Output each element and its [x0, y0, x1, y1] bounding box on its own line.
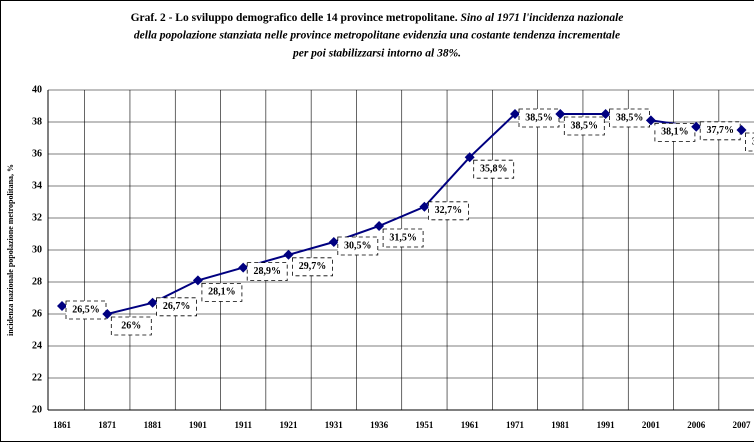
x-tick-label: 1901: [189, 420, 208, 430]
x-tick-label: 1936: [370, 420, 389, 430]
data-label: 26,5%: [65, 300, 107, 320]
y-tick-label: 20: [32, 404, 42, 415]
label-box: [337, 236, 379, 256]
data-label: 38,5%: [518, 108, 560, 128]
data-label: 37,7%: [699, 121, 741, 141]
label-box: [201, 282, 243, 302]
y-tick-label: 40: [32, 84, 42, 95]
marker: [555, 109, 566, 119]
y-tick-label: 38: [32, 116, 42, 127]
data-label-text: 37,5%: [752, 136, 754, 147]
data-label-text: 37,7%: [706, 125, 734, 136]
marker: [374, 221, 385, 231]
data-label-text: 38,5%: [571, 120, 599, 131]
marker: [691, 121, 702, 132]
label-box: [110, 316, 152, 336]
data-label-text: 38,5%: [616, 112, 644, 123]
x-tick-label: 2006: [687, 420, 706, 430]
data-label: 38,5%: [563, 116, 605, 136]
data-label: 26%: [110, 316, 152, 336]
x-tick-label: 1921: [280, 420, 299, 430]
y-tick-label: 22: [32, 372, 42, 383]
marker: [736, 125, 747, 135]
y-tick-label: 26: [32, 308, 42, 319]
label-box: [563, 116, 605, 136]
x-tick-label: 1871: [98, 420, 117, 430]
y-tick-label: 34: [32, 180, 42, 191]
x-tick-label: 1881: [144, 420, 163, 430]
data-label-text: 30,5%: [344, 240, 372, 251]
x-tick-label: 1991: [597, 420, 616, 430]
y-tick-label: 30: [32, 244, 42, 255]
label-box: [246, 262, 288, 282]
marker: [102, 309, 113, 319]
label-box: [65, 300, 107, 320]
marker: [600, 109, 611, 119]
data-label: 35,8%: [473, 159, 515, 179]
data-label: 31,5%: [382, 228, 424, 248]
label-box: [745, 132, 754, 152]
marker: [283, 249, 294, 260]
data-label-text: 29,7%: [299, 261, 327, 272]
label-box: [473, 159, 515, 179]
data-label: 30,5%: [337, 236, 379, 256]
data-label: 32,7%: [427, 201, 469, 221]
data-label: 38,1%: [654, 123, 696, 142]
data-label-text: 31,5%: [389, 232, 417, 243]
subtitle: della popolazione stanziata nelle provin…: [134, 30, 620, 42]
x-tick-label: 1951: [415, 420, 434, 430]
marker: [147, 297, 158, 308]
x-tick-label: 1861: [53, 420, 72, 430]
data-label: 28,1%: [201, 282, 243, 302]
marker: [57, 301, 67, 311]
x-tick-label: 1911: [234, 420, 252, 430]
data-label-text: 38,1%: [661, 127, 689, 138]
x-tick-label: 1931: [325, 420, 344, 430]
x-tick-label: 2001: [642, 420, 661, 430]
x-tick-label: 2007: [733, 420, 752, 430]
data-label-text: 28,9%: [253, 266, 281, 277]
label-box: [654, 123, 696, 142]
x-tick-label: 1981: [551, 420, 570, 430]
data-label: 26,7%: [156, 297, 198, 317]
y-tick-label: 28: [32, 276, 42, 287]
data-label: 29,7%: [292, 257, 333, 277]
label-box: [382, 228, 424, 248]
title-line: Graf. 2 - Lo sviluppo demografico delle …: [131, 12, 624, 24]
marker: [419, 201, 430, 212]
x-tick-label: 1961: [461, 420, 480, 430]
label-box: [427, 201, 469, 221]
subtitle: per poi stabilizzarsi intorno al 38%.: [292, 48, 461, 60]
data-label-text: 32,7%: [435, 205, 463, 216]
marker: [510, 109, 520, 119]
data-label: 38,5%: [609, 108, 650, 128]
marker: [645, 115, 656, 126]
data-label: 37,5%: [745, 132, 754, 152]
marker: [464, 152, 475, 163]
y-tick-label: 32: [32, 212, 42, 223]
y-axis-label: incidenza nazionale popolazione metropol…: [6, 164, 15, 336]
y-tick-label: 36: [32, 148, 42, 159]
x-tick-label: 1971: [506, 420, 525, 430]
data-label-text: 26,7%: [163, 301, 191, 312]
data-label-text: 28,1%: [208, 287, 236, 298]
data-label-text: 26,5%: [72, 304, 100, 315]
y-tick-label: 24: [32, 340, 42, 351]
label-box: [292, 257, 333, 277]
marker: [238, 262, 249, 273]
marker: [328, 237, 339, 247]
data-label: 28,9%: [246, 262, 288, 282]
chart-title: Graf. 2 - Lo sviluppo demografico delle …: [131, 12, 458, 24]
data-label-text: 35,8%: [480, 163, 508, 174]
label-box: [518, 108, 560, 128]
marker: [192, 275, 203, 286]
label-box: [156, 297, 198, 317]
subtitle: Sino al 1971 l'incidenza nazionale: [460, 12, 623, 24]
data-label-text: 26%: [121, 320, 141, 331]
data-label-text: 38,5%: [525, 112, 553, 123]
